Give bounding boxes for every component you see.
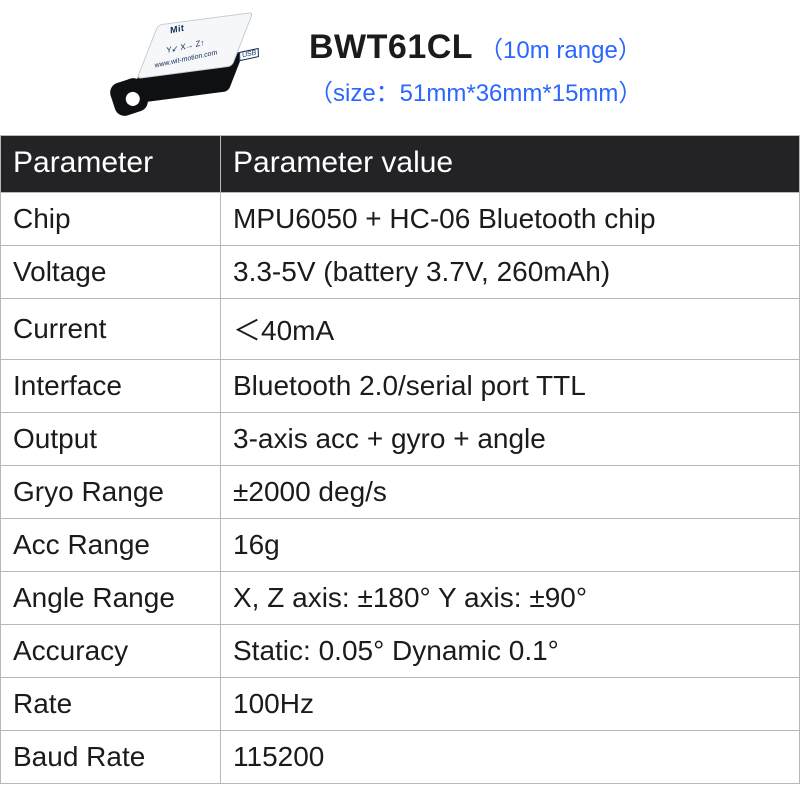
param-value-cell: MPU6050 + HC-06 Bluetooth chip (221, 193, 800, 246)
param-value-cell: 100Hz (221, 678, 800, 731)
param-name-cell: Output (1, 413, 221, 466)
param-value-cell: Static: 0.05° Dynamic 0.1° (221, 625, 800, 678)
table-row: Gryo Range±2000 deg/s (1, 466, 800, 519)
table-row: Voltage3.3-5V (battery 3.7V, 260mAh) (1, 246, 800, 299)
sensor-icon: Mit Y↙ X→ Z↑ www.wit-motion.com USB (110, 8, 285, 128)
param-name-cell: Gryo Range (1, 466, 221, 519)
table-row: AccuracyStatic: 0.05° Dynamic 0.1° (1, 625, 800, 678)
param-name-cell: Voltage (1, 246, 221, 299)
product-image: Mit Y↙ X→ Z↑ www.wit-motion.com USB (110, 8, 285, 128)
table-header-row: Parameter Parameter value (1, 136, 800, 193)
range-label: （10m range） (479, 30, 642, 65)
table-row: ChipMPU6050 + HC-06 Bluetooth chip (1, 193, 800, 246)
table-row: Output3-axis acc + gyro + angle (1, 413, 800, 466)
param-name-cell: Accuracy (1, 625, 221, 678)
table-row: Current＜40mA (1, 299, 800, 360)
header: Mit Y↙ X→ Z↑ www.wit-motion.com USB BWT6… (0, 0, 800, 135)
param-name-cell: Interface (1, 360, 221, 413)
param-value-cell: 3.3-5V (battery 3.7V, 260mAh) (221, 246, 800, 299)
param-value-cell: ±2000 deg/s (221, 466, 800, 519)
param-value-cell: X, Z axis: ±180° Y axis: ±90° (221, 572, 800, 625)
product-name: BWT61CL (309, 28, 473, 67)
param-value-cell: 115200 (221, 731, 800, 784)
col-header-parameter: Parameter (1, 136, 221, 193)
table-row: Rate100Hz (1, 678, 800, 731)
param-value-cell: 16g (221, 519, 800, 572)
param-name-cell: Baud Rate (1, 731, 221, 784)
size-label: （size：51mm*36mm*15mm） (309, 73, 642, 108)
col-header-value: Parameter value (221, 136, 800, 193)
param-value-cell: ＜40mA (221, 299, 800, 360)
param-value-cell: 3-axis acc + gyro + angle (221, 413, 800, 466)
table-row: Baud Rate115200 (1, 731, 800, 784)
param-name-cell: Rate (1, 678, 221, 731)
param-name-cell: Chip (1, 193, 221, 246)
title-block: BWT61CL （10m range） （size：51mm*36mm*15mm… (309, 28, 642, 108)
param-name-cell: Current (1, 299, 221, 360)
param-name-cell: Acc Range (1, 519, 221, 572)
param-name-cell: Angle Range (1, 572, 221, 625)
spec-table: Parameter Parameter value ChipMPU6050 + … (0, 135, 800, 784)
table-row: Acc Range16g (1, 519, 800, 572)
sensor-usb-label: USB (239, 47, 259, 60)
table-row: Angle RangeX, Z axis: ±180° Y axis: ±90° (1, 572, 800, 625)
table-row: InterfaceBluetooth 2.0/serial port TTL (1, 360, 800, 413)
param-value-cell: Bluetooth 2.0/serial port TTL (221, 360, 800, 413)
